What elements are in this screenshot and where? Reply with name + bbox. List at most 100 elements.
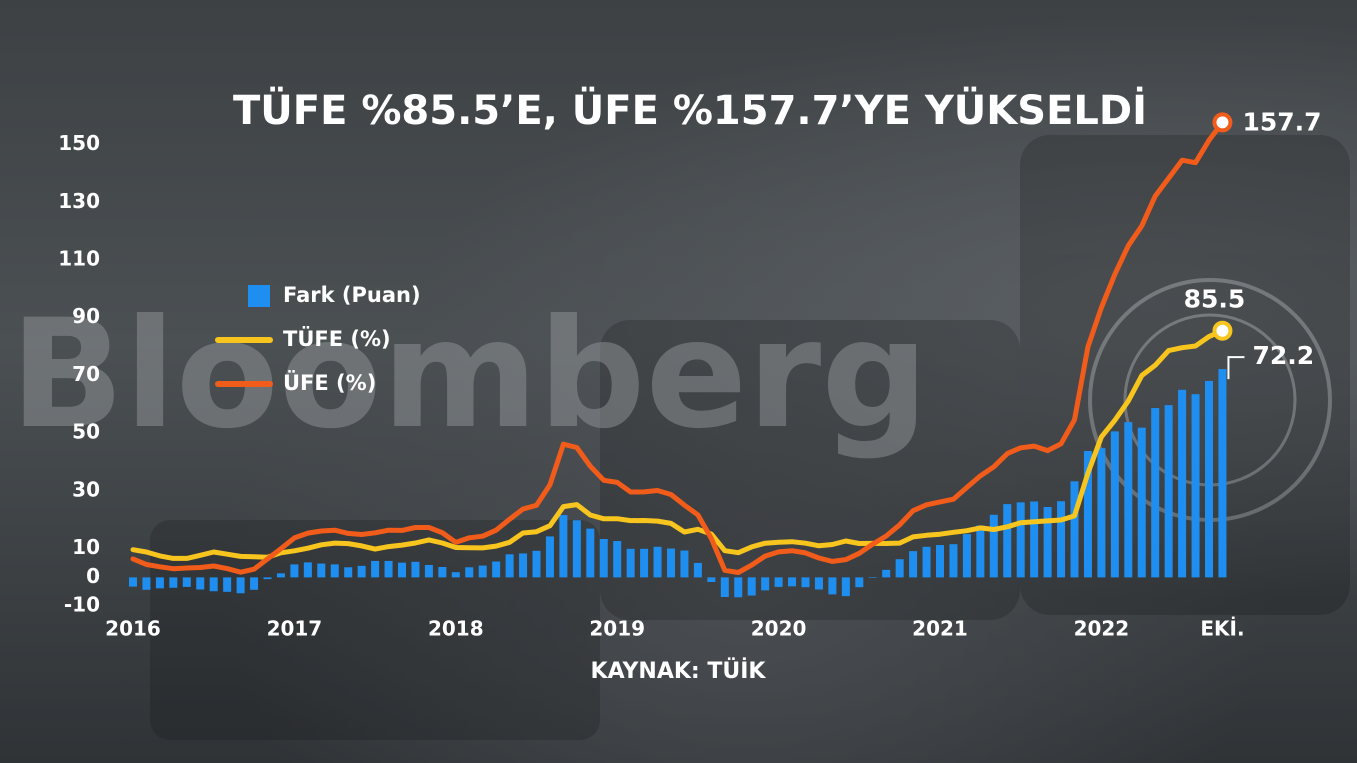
bar <box>451 572 460 578</box>
bar <box>909 551 918 578</box>
bar <box>572 520 581 578</box>
bar <box>465 567 474 578</box>
y-tick-label: 70 <box>72 362 100 386</box>
bar <box>1137 427 1146 578</box>
bar <box>303 562 312 578</box>
bar <box>1205 380 1213 578</box>
bar <box>1178 389 1187 578</box>
bar <box>1151 408 1160 578</box>
bar <box>841 577 850 597</box>
x-tick-label: 2019 <box>589 617 645 641</box>
bar <box>129 577 137 587</box>
bar <box>788 577 797 587</box>
bar <box>828 577 837 595</box>
bar <box>653 546 662 578</box>
bar <box>1030 501 1039 578</box>
bar <box>626 548 635 578</box>
bar <box>371 560 380 578</box>
y-tick-label: 50 <box>72 420 100 444</box>
y-tick-label: 130 <box>58 189 100 213</box>
x-tick-label: EKİ. <box>1200 617 1244 641</box>
bar <box>895 559 904 578</box>
y-tick-label: 90 <box>72 304 100 328</box>
bar <box>989 514 998 578</box>
bar <box>398 562 406 578</box>
bar <box>976 525 985 578</box>
bar <box>1043 506 1052 578</box>
bar <box>1097 448 1106 578</box>
end-marker <box>1212 112 1233 133</box>
bar <box>868 577 877 578</box>
x-tick-label: 2022 <box>1074 617 1130 641</box>
bar <box>922 546 931 578</box>
legend-label: TÜFE (%) <box>283 326 391 351</box>
bar <box>424 564 433 578</box>
x-tick-label: 2021 <box>912 617 968 641</box>
y-tick-label: 30 <box>72 477 100 501</box>
source: KAYNAK: TÜİK <box>591 658 767 684</box>
bar <box>492 561 501 578</box>
bar <box>250 577 259 590</box>
line <box>130 328 1225 561</box>
bar <box>545 536 554 578</box>
bar <box>693 562 702 578</box>
bar <box>599 539 608 578</box>
watermark: Bloomberg <box>10 288 929 462</box>
bar <box>411 561 420 578</box>
bar <box>1057 501 1066 578</box>
bar <box>196 577 205 590</box>
bar <box>640 548 649 578</box>
y-tick-label: 110 <box>58 247 100 271</box>
bar <box>209 577 218 592</box>
bar <box>1070 481 1079 578</box>
bar <box>1164 405 1173 578</box>
bar <box>1016 502 1025 578</box>
bar <box>814 577 823 590</box>
bar <box>1218 369 1227 578</box>
bar <box>962 534 971 578</box>
bar <box>438 566 447 578</box>
bar <box>519 553 528 578</box>
bar <box>142 577 151 590</box>
bar <box>263 577 272 580</box>
bar <box>532 550 541 578</box>
bar <box>344 567 353 578</box>
bar <box>761 577 770 591</box>
legend-label: ÜFE (%) <box>283 370 376 395</box>
bar <box>169 577 178 588</box>
legend-swatch <box>248 285 270 307</box>
bar <box>317 563 326 578</box>
bar <box>1191 394 1200 578</box>
bar <box>155 577 164 589</box>
value-label: 72.2 <box>1252 341 1314 370</box>
bar <box>667 548 675 578</box>
x-tick-label: 2017 <box>267 617 323 641</box>
bar <box>236 577 245 594</box>
bar <box>559 515 568 578</box>
label-leader <box>1227 356 1245 380</box>
bar <box>276 573 285 578</box>
y-tick-label: 150 <box>58 131 100 155</box>
bar <box>384 560 393 578</box>
line <box>130 119 1225 575</box>
legend-label: Fark (Puan) <box>283 283 421 307</box>
bar <box>720 577 729 597</box>
end-marker <box>1212 320 1233 341</box>
value-label: 85.5 <box>1184 285 1246 314</box>
x-tick-label: 2020 <box>751 617 807 641</box>
bar <box>290 564 299 578</box>
bar <box>357 565 366 578</box>
bar <box>223 577 232 592</box>
x-tick-label: 2018 <box>428 617 484 641</box>
x-tick-label: 2016 <box>105 617 161 641</box>
bar <box>855 577 864 588</box>
y-tick-label: -10 <box>64 593 100 617</box>
bar <box>936 545 944 578</box>
bar <box>801 577 810 588</box>
value-label: 157.7 <box>1242 107 1321 136</box>
bar <box>707 577 716 582</box>
bar <box>505 554 514 578</box>
bar <box>182 577 191 587</box>
bar <box>680 550 689 578</box>
